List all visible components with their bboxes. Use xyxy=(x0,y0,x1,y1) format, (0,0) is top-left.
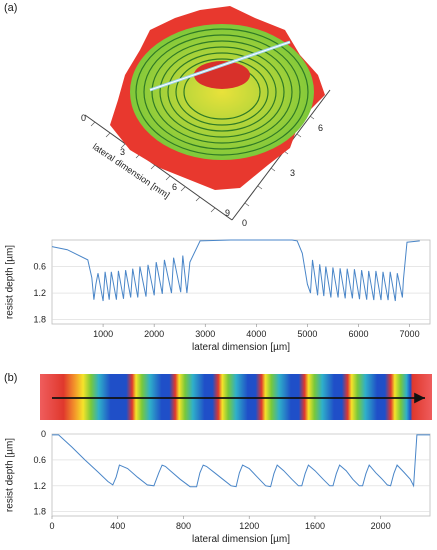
panel-b-label: (b) xyxy=(4,372,18,384)
c2-xtick-label: 1200 xyxy=(239,521,259,531)
c2-xtick-label: 400 xyxy=(110,521,125,531)
stripe-gradient xyxy=(40,374,432,420)
chart-a-grid xyxy=(51,239,431,325)
chart-b-xlabel: lateral dimension [µm] xyxy=(192,534,290,545)
center-disc xyxy=(194,61,250,89)
stripe-image xyxy=(40,374,432,420)
c1-xtick-label: 1000 xyxy=(93,329,113,339)
c1-xtick-label: 6000 xyxy=(348,329,368,339)
chart-b-ylabel: resist depth [µm] xyxy=(5,438,16,512)
right-axis-tick-6: 6 xyxy=(318,123,323,133)
c1-ytick-label: 1.2 xyxy=(33,288,46,298)
c2-plot-frame xyxy=(51,433,431,517)
c2-ytick-label: 0 xyxy=(41,429,46,439)
c2-xtick-label: 0 xyxy=(49,521,54,531)
c2-ytick-label: 0.6 xyxy=(33,455,46,465)
c2-xtick-label: 2000 xyxy=(371,521,391,531)
chart-a-ylabel: resist depth [µm] xyxy=(5,245,16,319)
c1-plot-frame xyxy=(51,239,431,325)
chart-b-series-line xyxy=(52,434,430,488)
ring-region xyxy=(130,24,314,160)
panel-a-label: (a) xyxy=(4,2,18,14)
chart-b-x-ticks: 0 400 800 1200 1600 2000 xyxy=(49,516,391,531)
surface-3d-plot: 0 3 6 9 0 3 6 lateral dimension [mm] xyxy=(81,6,331,228)
c2-xtick-label: 800 xyxy=(176,521,191,531)
axis-left-3d xyxy=(84,114,233,221)
chart-a-x-ticks: 1000 2000 3000 4000 5000 6000 7000 xyxy=(93,324,420,339)
chart-b-y-ticks: 0 0.6 1.2 1.8 xyxy=(33,429,46,517)
c1-xtick-label: 7000 xyxy=(400,329,420,339)
c1-xtick-label: 2000 xyxy=(144,329,164,339)
axis-left-3d-ticks xyxy=(90,121,216,213)
c1-xtick-label: 5000 xyxy=(297,329,317,339)
c1-xtick-label: 4000 xyxy=(246,329,266,339)
c1-xtick-label: 3000 xyxy=(195,329,215,339)
right-axis-tick-3: 3 xyxy=(290,168,295,178)
c2-ytick-label: 1.2 xyxy=(33,481,46,491)
chart-a-xlabel: lateral dimension [µm] xyxy=(192,342,290,353)
left-axis-tick-6: 6 xyxy=(172,182,177,192)
c2-xtick-label: 1600 xyxy=(305,521,325,531)
left-axis-tick-3: 3 xyxy=(120,147,125,157)
scan-line-highlight xyxy=(149,41,291,91)
left-axis-tick-0: 0 xyxy=(81,113,86,123)
chart-a-y-ticks: 0.6 1.2 1.8 xyxy=(33,262,46,325)
chart-a-series-line xyxy=(51,239,420,302)
chart-b-grid xyxy=(51,433,431,517)
chart-profile-a: 0.6 1.2 1.8 1000 2000 3000 4000 5000 6000 7000 r… xyxy=(5,239,431,353)
ring-grooves xyxy=(135,28,309,156)
c1-ytick-label: 1.8 xyxy=(33,315,46,325)
c1-ytick-label: 0.6 xyxy=(33,262,46,272)
chart-profile-b: 0 0.6 1.2 1.8 0 400 800 1200 1600 2000 resist de… xyxy=(5,429,431,545)
axis-right-3d xyxy=(231,89,331,221)
right-axis-tick-0: 0 xyxy=(242,218,247,228)
c2-ytick-label: 1.8 xyxy=(33,507,46,517)
left-axis-tick-9: 9 xyxy=(225,208,230,218)
